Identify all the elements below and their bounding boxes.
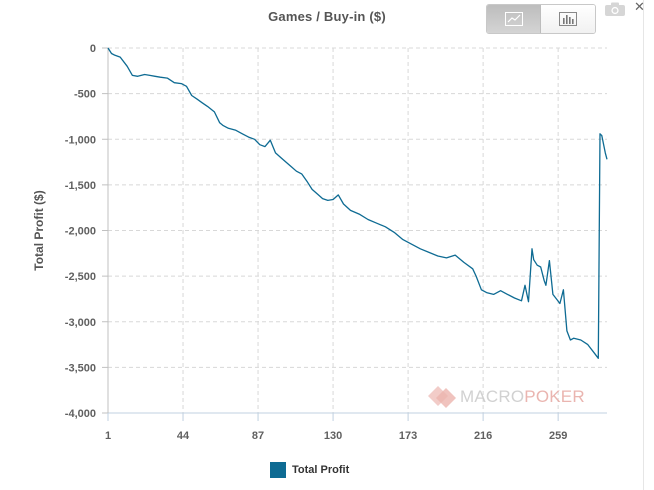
y-tick-label: -1,000 [65, 134, 96, 146]
y-tick-label: -500 [74, 89, 96, 101]
y-tick-label: -2,000 [65, 226, 96, 238]
legend[interactable]: Total Profit [270, 462, 349, 478]
x-tick-label: 173 [399, 430, 417, 442]
bar-view-button[interactable] [541, 5, 595, 33]
bar-chart-icon [559, 12, 577, 26]
watermark-prefix: MACRO [460, 387, 525, 406]
x-tick-label: 216 [474, 430, 492, 442]
y-axis-title: Total Profit ($) [32, 190, 46, 270]
y-tick-label: -2,500 [65, 271, 96, 283]
y-tick-label: -3,500 [65, 362, 96, 374]
y-tick-label: -1,500 [65, 180, 96, 192]
x-tick-label: 259 [549, 430, 567, 442]
chart-title: Games / Buy-in ($) [268, 9, 386, 24]
x-tick-label: 87 [252, 430, 264, 442]
series-layer [107, 47, 608, 359]
watermark-suffix: POKER [524, 387, 585, 406]
y-tick-label: -4,000 [65, 408, 96, 420]
line-chart-icon [504, 12, 523, 26]
watermark: MACROPOKER [426, 384, 585, 410]
view-toggle[interactable] [486, 4, 596, 34]
line-view-button[interactable] [487, 5, 542, 33]
y-axis-ticks: 0 -500 -1,000 -1,500 -2,000 -2,500 -3,000 -3,50… [65, 43, 108, 420]
x-axis-ticks: 1 44 87 130 173 216 259 [105, 413, 567, 442]
y-tick-label: 0 [90, 43, 96, 55]
grid-lines [107, 47, 607, 414]
panel-border [643, 0, 644, 490]
x-tick-label: 1 [105, 430, 111, 442]
legend-label[interactable]: Total Profit [292, 464, 350, 476]
diamond-logo-icon [428, 386, 456, 408]
legend-swatch[interactable] [270, 462, 286, 478]
camera-icon[interactable] [604, 2, 626, 21]
x-tick-label: 44 [177, 430, 190, 442]
close-icon[interactable]: ✕ [634, 0, 645, 14]
series-line-total-profit[interactable] [107, 47, 608, 359]
y-tick-label: -3,000 [65, 317, 96, 329]
x-tick-label: 130 [324, 430, 342, 442]
